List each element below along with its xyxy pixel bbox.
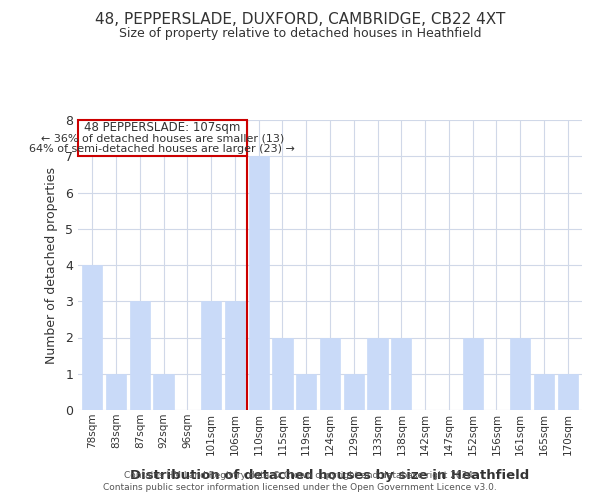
Y-axis label: Number of detached properties: Number of detached properties [45,166,58,364]
Text: Size of property relative to detached houses in Heathfield: Size of property relative to detached ho… [119,28,481,40]
Bar [557,374,578,410]
Bar [130,301,150,410]
Text: 48 PEPPERSLADE: 107sqm: 48 PEPPERSLADE: 107sqm [84,120,241,134]
Bar [201,301,221,410]
Bar [106,374,126,410]
X-axis label: Distribution of detached houses by size in Heathfield: Distribution of detached houses by size … [130,469,530,482]
Bar [391,338,412,410]
Bar [82,265,103,410]
Bar [534,374,554,410]
Bar [320,338,340,410]
Bar [154,374,173,410]
Bar [296,374,316,410]
Bar [463,338,483,410]
Text: Contains HM Land Registry data © Crown copyright and database right 2024.: Contains HM Land Registry data © Crown c… [124,472,476,480]
Bar [510,338,530,410]
Bar [367,338,388,410]
Text: Contains public sector information licensed under the Open Government Licence v3: Contains public sector information licen… [103,483,497,492]
Text: ← 36% of detached houses are smaller (13): ← 36% of detached houses are smaller (13… [41,133,284,143]
Text: 48, PEPPERSLADE, DUXFORD, CAMBRIDGE, CB22 4XT: 48, PEPPERSLADE, DUXFORD, CAMBRIDGE, CB2… [95,12,505,28]
Text: 64% of semi-detached houses are larger (23) →: 64% of semi-detached houses are larger (… [29,144,295,154]
Bar [225,301,245,410]
Bar [248,156,269,410]
Bar [344,374,364,410]
Bar [272,338,293,410]
